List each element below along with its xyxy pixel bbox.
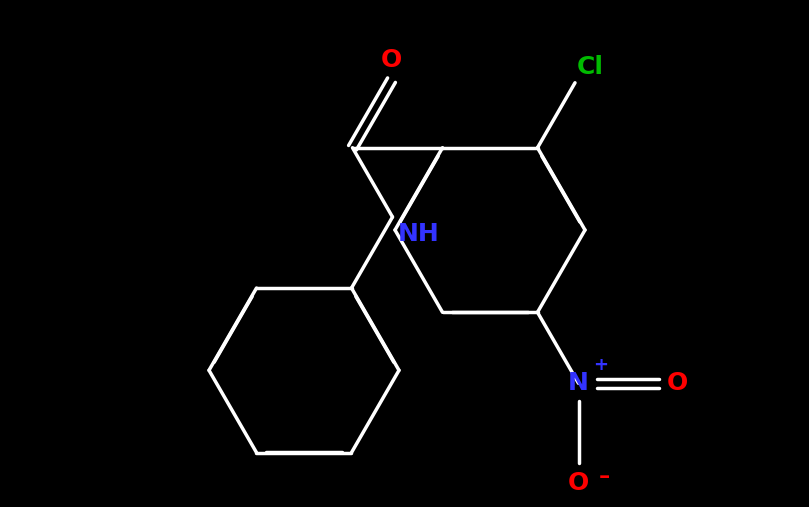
Text: Cl: Cl (577, 55, 604, 79)
Text: O: O (381, 48, 402, 72)
Text: NH: NH (397, 222, 439, 246)
Text: O: O (667, 371, 688, 395)
Text: O: O (568, 472, 589, 495)
Text: N: N (568, 371, 589, 395)
Text: –: – (599, 467, 610, 487)
Text: +: + (593, 356, 608, 374)
